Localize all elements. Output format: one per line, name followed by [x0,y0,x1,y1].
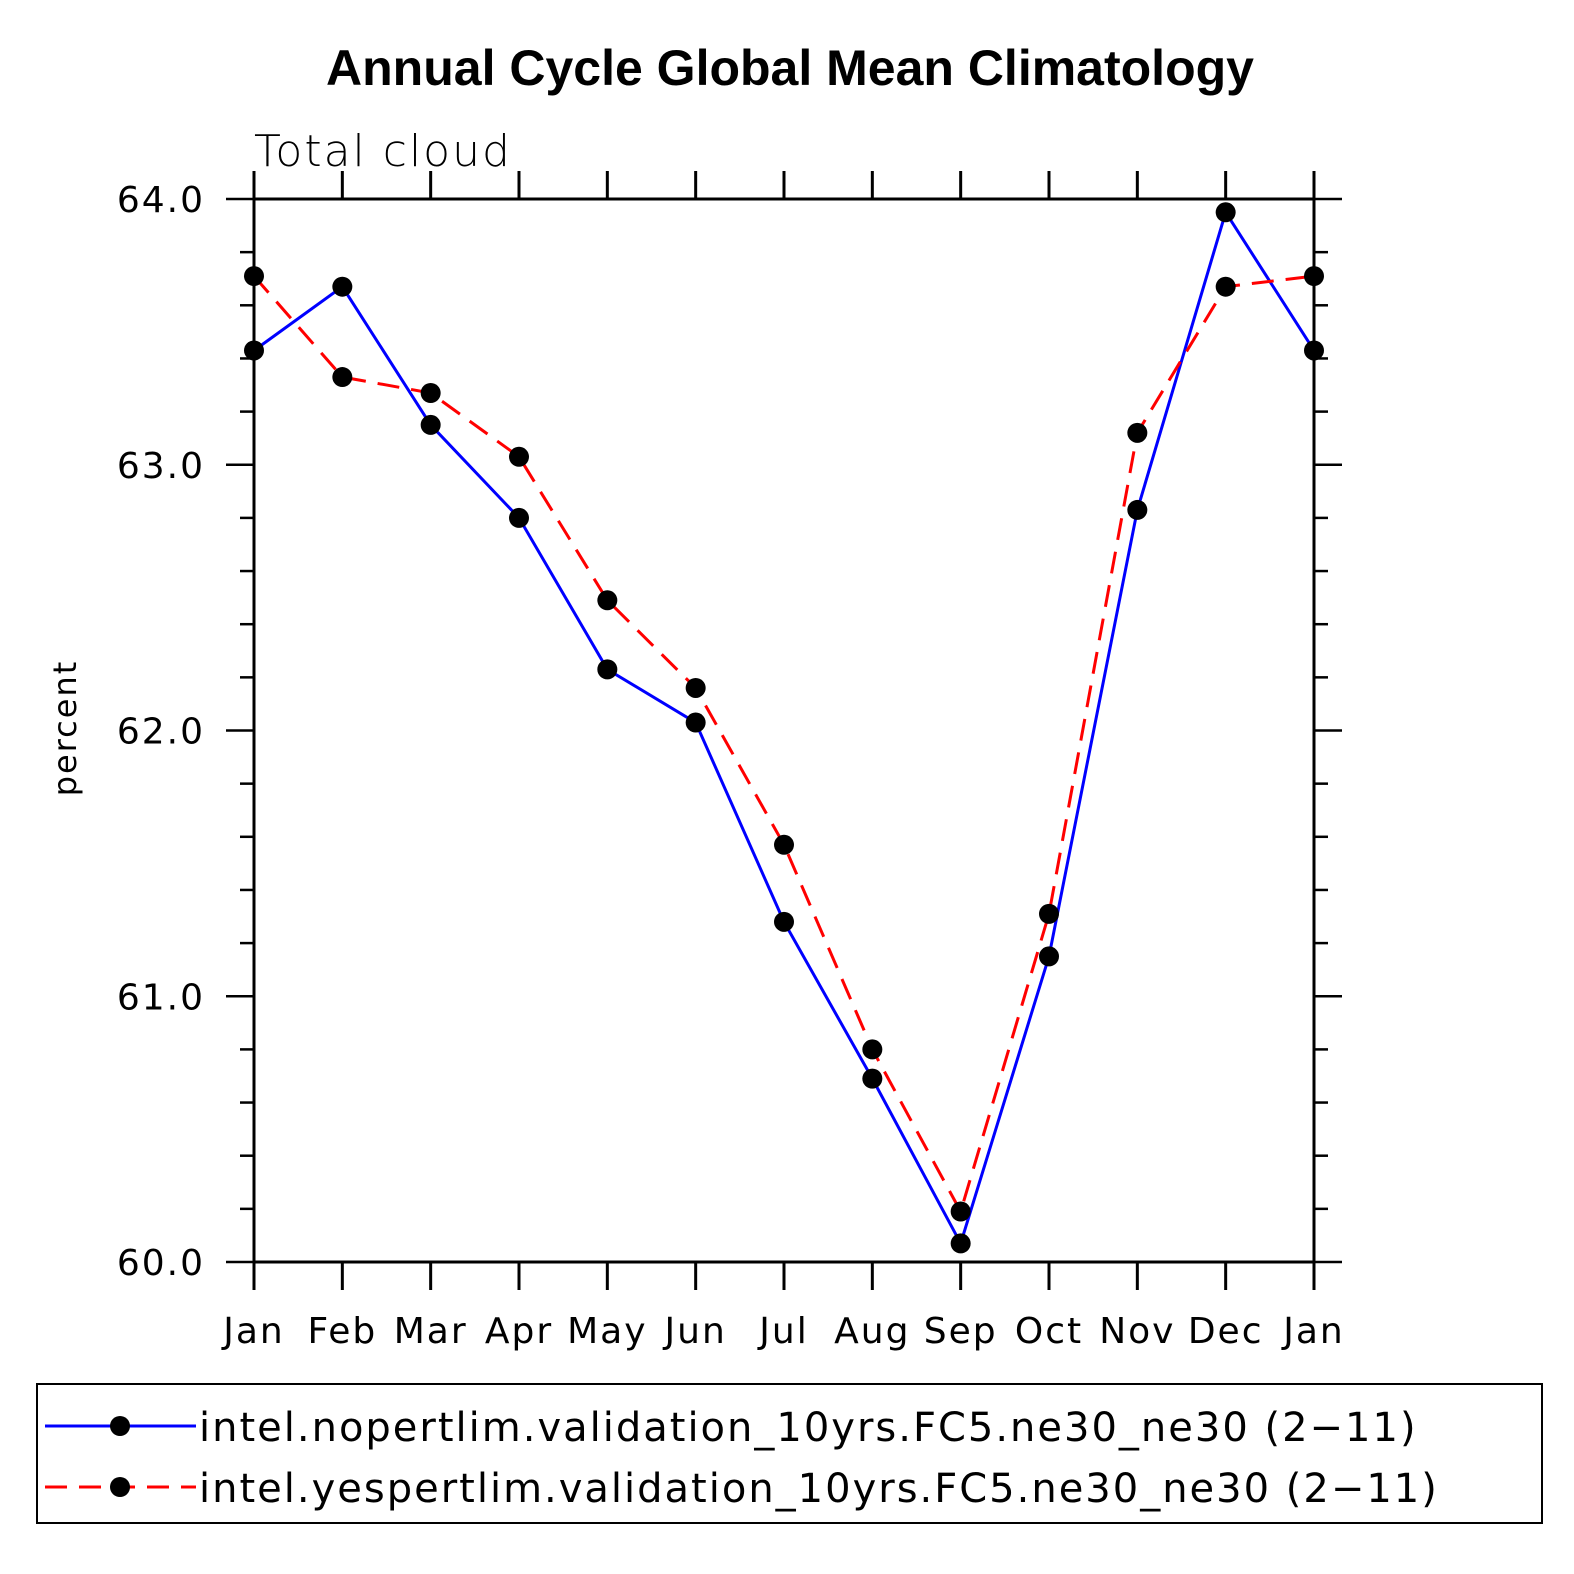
legend-marker [110,1477,130,1497]
series-point [1039,946,1059,967]
series-point [420,382,441,403]
y-tick-label: 63.0 [117,446,205,487]
series-line [253,208,1316,1248]
x-tick-label: Oct [1015,1311,1083,1352]
series-point [332,367,353,388]
series-point [332,276,353,297]
y-axis-label: percent [46,660,84,797]
y-tick-label: 60.0 [117,1243,205,1284]
x-tick-label: Apr [485,1311,553,1352]
x-tick-label: Aug [834,1311,910,1352]
legend-entry-label: intel.nopertlim.validation_10yrs.FC5.ne3… [199,1405,1418,1451]
legend-items: intel.nopertlim.validation_10yrs.FC5.ne3… [45,1405,1439,1512]
x-tick-label: May [567,1311,647,1352]
series-point [685,677,706,698]
series-point [1215,202,1236,223]
y-tick-label: 62.0 [117,712,205,753]
series-point [509,507,529,528]
series-point [597,590,618,611]
x-tick-label: Nov [1099,1311,1175,1352]
series-point [244,340,264,361]
x-tick-label: Jun [663,1311,727,1352]
series-point [509,446,529,467]
series-point [950,1233,971,1254]
series-point [244,266,264,287]
series-point [1039,903,1059,924]
x-tick-label: Jan [1281,1311,1345,1352]
legend: intel.nopertlim.validation_10yrs.FC5.ne3… [36,1383,1543,1524]
series-point [1304,340,1324,361]
series-line [252,274,1315,1216]
series-point [1127,499,1148,520]
y-tick-label: 61.0 [117,977,205,1018]
series-point [862,1068,883,1089]
series-point [1215,276,1236,297]
x-tick-label: Mar [394,1311,468,1352]
y-tick-label: 64.0 [117,180,205,221]
series-point [597,659,618,680]
legend-box [36,1383,1543,1524]
legend-entry-label: intel.yespertlim.validation_10yrs.FC5.ne… [199,1466,1439,1512]
x-tick-label: Dec [1188,1311,1264,1352]
series-point [1127,422,1148,443]
axes [226,171,1342,1290]
series-point [950,1201,971,1222]
series-point [420,414,441,435]
x-tick-label: Feb [307,1311,377,1352]
series-layer [244,202,1324,1254]
x-tick-label: Jul [757,1311,808,1352]
series-point [685,712,706,733]
y-tick-labels: 60.0 61.0 62.0 63.0 64.0 [117,180,205,1284]
series-point [862,1039,883,1060]
x-tick-label: Jan [221,1311,285,1352]
legend-marker [110,1416,130,1436]
series-point [774,834,794,855]
plot-frame [252,197,1316,1264]
x-tick-labels: Jan Feb Mar Apr May Jun Jul Aug Sep Oct Nov Dec Jan [221,1311,1345,1352]
x-tick-label: Sep [924,1311,998,1352]
series-point [774,911,794,932]
chart-subtitle: Total cloud [254,126,512,177]
chart-title: Annual Cycle Global Mean Climatology [326,40,1254,96]
series-point [1304,266,1324,287]
